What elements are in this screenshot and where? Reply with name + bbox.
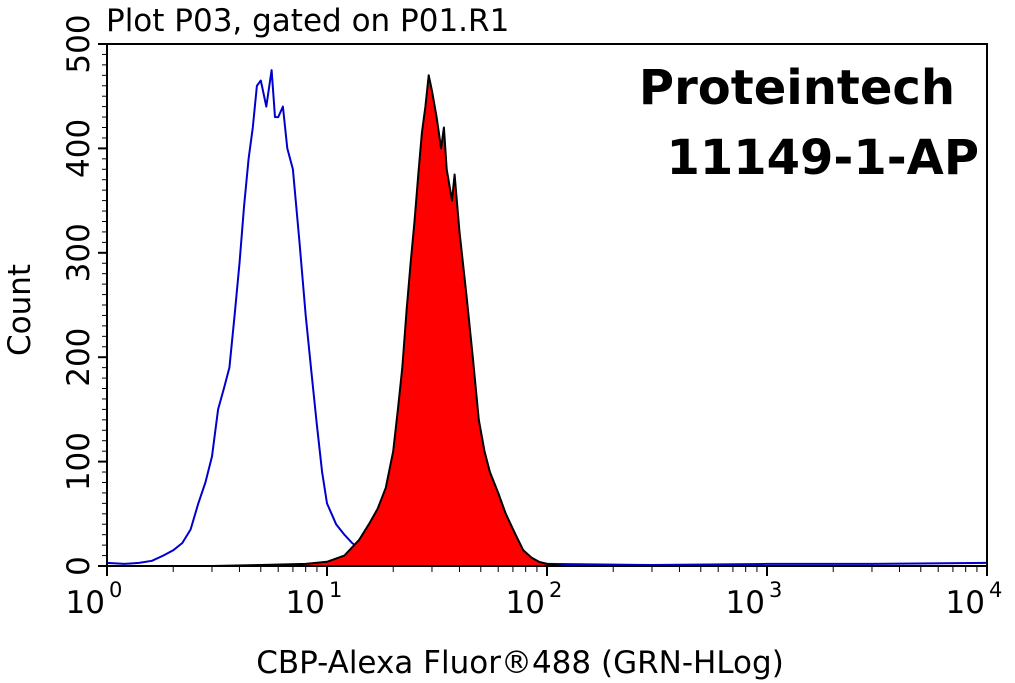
- y-tick-label: 100: [61, 432, 97, 491]
- x-tick-label: 10: [286, 585, 325, 621]
- x-tick-exponent: 3: [769, 578, 782, 602]
- y-tick-label: 300: [61, 223, 97, 282]
- plot-frame: [106, 43, 988, 567]
- x-tick-exponent: 4: [989, 578, 1002, 602]
- chart-title: Plot P03, gated on P01.R1: [106, 3, 509, 39]
- y-tick-label: 400: [61, 119, 97, 178]
- x-tick-exponent: 2: [549, 578, 562, 602]
- series-layer: [106, 69, 988, 567]
- y-tick-label: 0: [61, 556, 97, 576]
- x-tick-exponent: 1: [329, 578, 342, 602]
- x-tick-label: 10: [726, 585, 765, 621]
- y-tick-label: 500: [61, 14, 97, 73]
- x-tick-label: 10: [506, 585, 545, 621]
- x-tick-label: 10: [946, 585, 985, 621]
- x-tick-exponent: 0: [109, 578, 122, 602]
- catalog-annotation: 11149-1-AP: [666, 130, 979, 186]
- brand-annotation: Proteintech: [639, 60, 955, 116]
- x-tick-label: 10: [66, 585, 105, 621]
- x-axis-label: CBP-Alexa Fluor®488 (GRN-HLog): [256, 645, 784, 681]
- y-tick-label: 200: [61, 328, 97, 387]
- y-axis-label: Count: [2, 264, 38, 356]
- series-1-filled-histogram: [211, 74, 566, 567]
